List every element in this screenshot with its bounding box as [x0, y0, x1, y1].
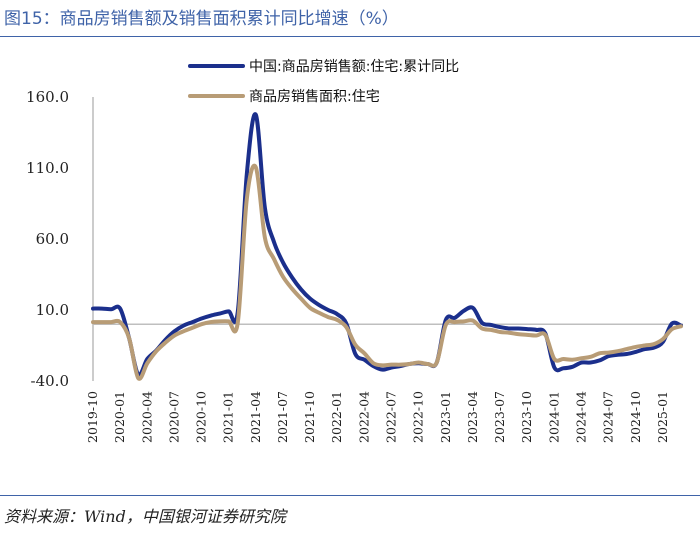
x-tick-label: 2020-01 [112, 391, 127, 443]
series-line-sales-amount [91, 112, 683, 378]
x-tick-label: 2020-07 [166, 391, 181, 443]
plot-area: 160.0 110.0 60.0 10.0 -40.0 2019-10 2020-01 202… [26, 88, 683, 443]
x-tick-label: 2020-10 [194, 391, 209, 443]
x-tick-label: 2022-07 [384, 391, 399, 443]
x-tick-label: 2021-10 [302, 391, 317, 443]
x-tick-label: 2020-04 [139, 391, 154, 443]
x-tick-label: 2024-01 [546, 391, 561, 443]
x-tick-label: 2023-10 [519, 391, 534, 443]
x-tick-label: 2022-04 [356, 391, 371, 443]
legend-label-series-2: 商品房销售面积:住宅 [249, 89, 380, 105]
series-line-sales-area [91, 163, 683, 381]
x-tick-label: 2023-01 [438, 391, 453, 443]
y-tick-label: 10.0 [36, 301, 69, 319]
y-tick-label: 160.0 [26, 88, 69, 106]
x-tick-label: 2019-10 [85, 391, 100, 443]
x-tick-label: 2022-10 [411, 391, 426, 443]
x-tick-label: 2022-01 [329, 391, 344, 443]
x-tick-label: 2024-10 [628, 391, 643, 443]
title-divider [0, 36, 700, 37]
x-tick-label: 2024-07 [601, 391, 616, 443]
x-tick-label: 2023-04 [465, 391, 480, 443]
x-tick-label: 2025-01 [655, 391, 670, 443]
y-tick-label: 60.0 [36, 230, 69, 248]
x-tick-label: 2024-04 [573, 391, 588, 443]
legend-label-series-1: 中国:商品房销售额:住宅:累计同比 [249, 59, 459, 75]
source-divider [0, 495, 700, 496]
x-tick-label: 2023-07 [492, 391, 507, 443]
legend: 中国:商品房销售额:住宅:累计同比 商品房销售面积:住宅 [188, 59, 459, 105]
figure-title: 图15：商品房销售额及销售面积累计同比增速（%） [4, 9, 399, 29]
x-tick-label: 2021-04 [248, 391, 263, 443]
x-tick-label: 2021-01 [221, 391, 236, 443]
source-note: 资料来源：Wind，中国银河证券研究院 [4, 507, 286, 526]
x-tick-label: 2021-07 [275, 391, 290, 443]
line-chart: 中国:商品房销售额:住宅:累计同比 商品房销售面积:住宅 160.0 110.0 6… [26, 59, 683, 443]
y-tick-label: -40.0 [31, 372, 69, 390]
y-tick-label: 110.0 [26, 159, 69, 177]
